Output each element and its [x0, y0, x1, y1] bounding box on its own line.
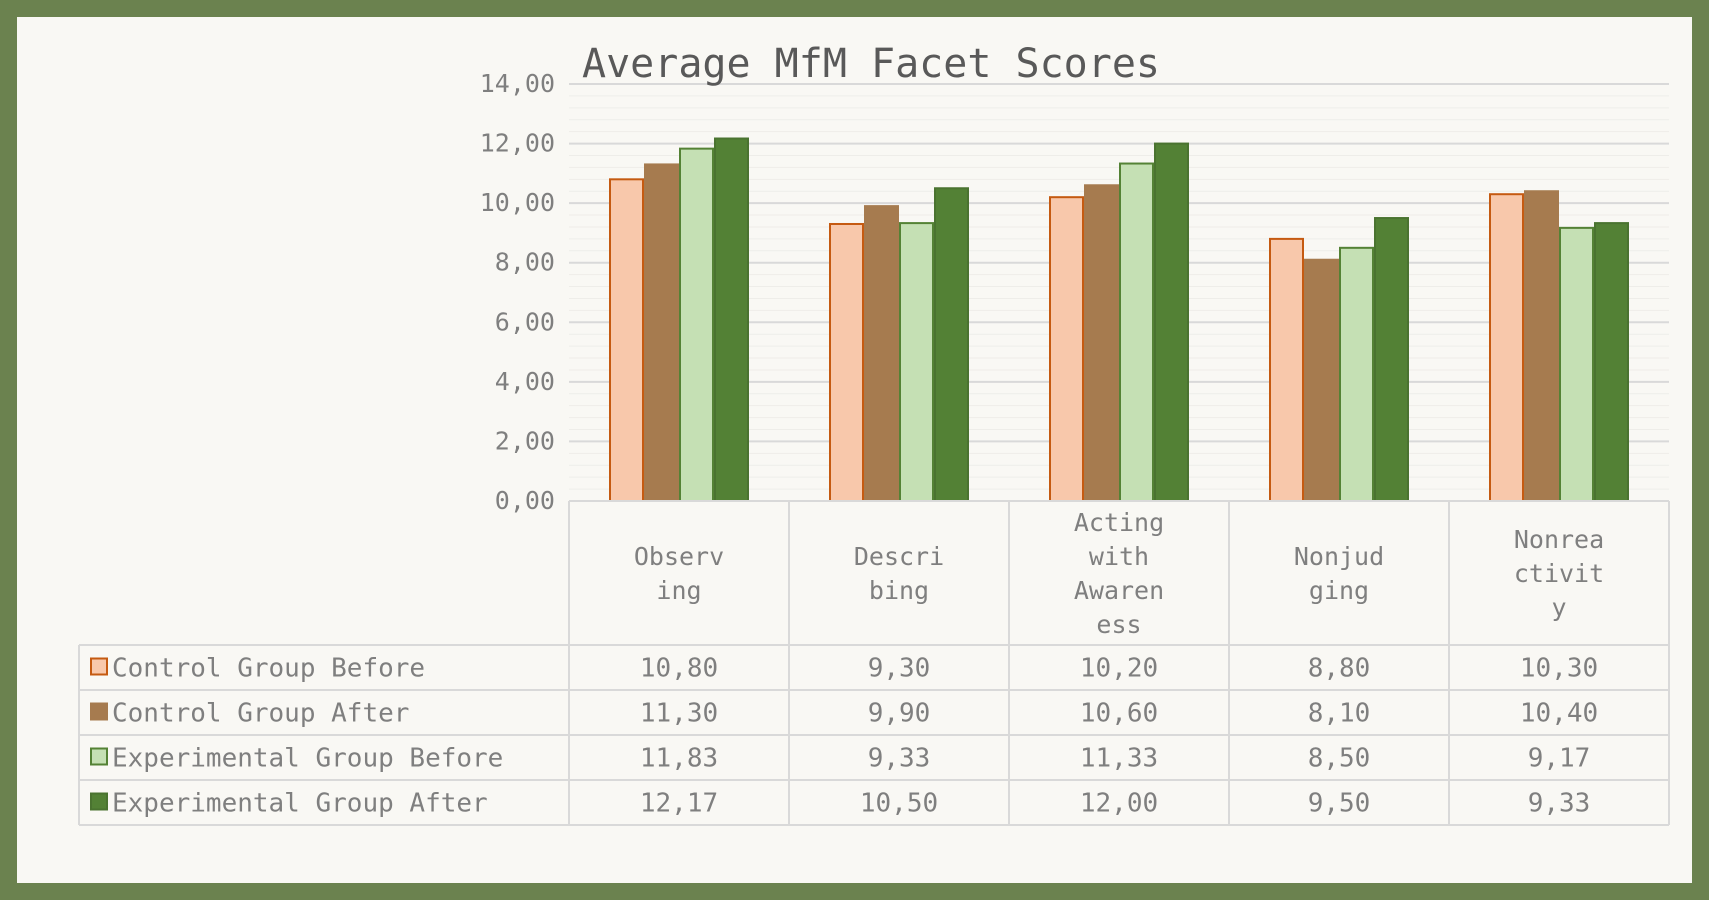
data-label: 11,33 [1080, 744, 1158, 774]
bar [1154, 142, 1189, 502]
bar [609, 178, 644, 502]
bar [1524, 190, 1559, 502]
y-tick-label: 8,00 [495, 248, 555, 277]
y-tick-label: 2,00 [495, 426, 555, 455]
y-tick-label: 12,00 [480, 129, 555, 158]
bar [1339, 246, 1374, 502]
category-label: Nonjud ging [1294, 542, 1384, 605]
y-tick-label: 10,00 [480, 188, 555, 217]
y-axis: 0,00 2,00 4,00 6,00 8,00 10,00 12,00 14,00 [480, 69, 555, 515]
y-tick-label: 4,00 [495, 367, 555, 396]
bar [1084, 184, 1119, 502]
legend-entry: Experimental Group After [112, 789, 488, 819]
category-label: Acting with Awaren ess [1074, 508, 1164, 639]
data-label: 8,80 [1308, 654, 1371, 684]
bar [899, 222, 934, 503]
chart-frame: 0,00 2,00 4,00 6,00 8,00 10,00 12,00 14,00 Obse… [17, 17, 1692, 883]
data-label: 10,50 [860, 789, 938, 819]
data-label: 9,90 [868, 699, 931, 729]
bar [829, 222, 864, 502]
bar [1594, 222, 1629, 503]
y-tick-label: 6,00 [495, 307, 555, 336]
legend-key [90, 747, 108, 766]
data-label: 10,20 [1080, 654, 1158, 684]
chart-title: Average MfM Facet Scores [582, 41, 1160, 87]
data-label: 8,10 [1308, 699, 1371, 729]
category-label: Descri bing [854, 542, 944, 605]
legend-key [90, 702, 108, 721]
y-tick-label: 0,00 [495, 486, 555, 515]
bar [1489, 193, 1524, 502]
data-table: Observ ing Descri bing Acting with Awaren ess No… [78, 500, 1670, 826]
bar [1374, 217, 1409, 503]
data-label: 10,60 [1080, 699, 1158, 729]
data-label: 8,50 [1308, 744, 1371, 774]
bar [1269, 237, 1304, 502]
data-label: 11,83 [640, 744, 718, 774]
data-label: 9,50 [1308, 789, 1371, 819]
category-label: Nonrea ctivit y [1514, 525, 1604, 622]
data-label: 10,80 [640, 654, 718, 684]
bar [644, 163, 679, 503]
legend-entry: Control Group Before [112, 654, 425, 684]
data-label: 9,30 [868, 654, 931, 684]
data-label: 9,33 [1528, 789, 1591, 819]
data-label: 12,17 [640, 789, 718, 819]
bar [1119, 162, 1154, 502]
bar [679, 147, 714, 502]
data-label: 11,30 [640, 699, 718, 729]
bar [714, 137, 749, 503]
data-label: 10,30 [1520, 654, 1598, 684]
bar-chart: 0,00 2,00 4,00 6,00 8,00 10,00 12,00 14,00 Obse… [78, 41, 1670, 826]
bar [864, 205, 899, 502]
bar [1559, 226, 1594, 503]
bar [1304, 258, 1339, 502]
legend-key [90, 657, 108, 676]
legend-key [90, 792, 108, 811]
y-tick-label: 14,00 [480, 69, 555, 98]
legend-entry: Experimental Group Before [112, 744, 503, 774]
bars-layer [609, 137, 1629, 503]
bar [934, 187, 969, 502]
data-label: 9,17 [1528, 744, 1591, 774]
data-label: 10,40 [1520, 699, 1598, 729]
category-label: Observ ing [634, 542, 724, 605]
data-label: 12,00 [1080, 789, 1158, 819]
bar [1049, 196, 1084, 503]
legend-entry: Control Group After [112, 699, 409, 729]
data-label: 9,33 [868, 744, 931, 774]
